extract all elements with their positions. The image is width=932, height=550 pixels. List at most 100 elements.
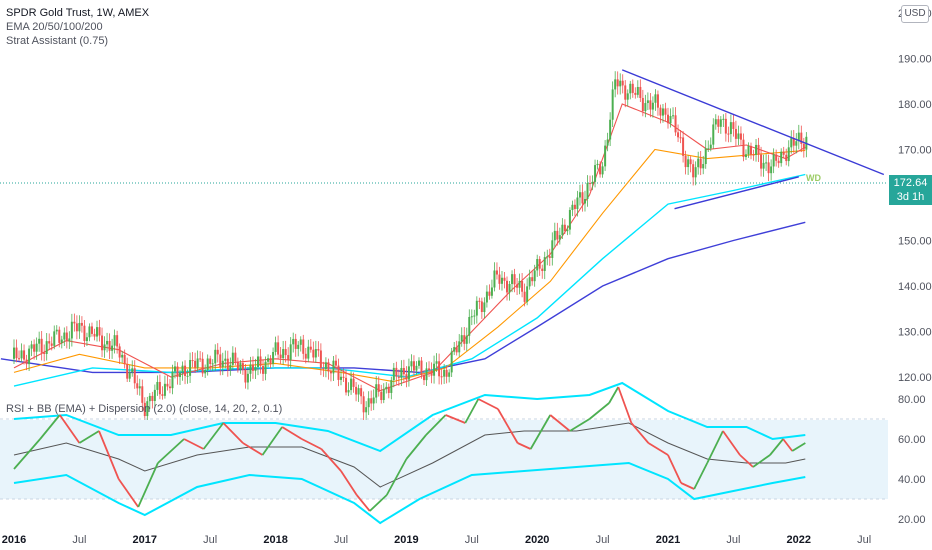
ema-legend[interactable]: EMA 20/50/100/200 xyxy=(6,21,103,33)
price-tick-label: 120.00 xyxy=(898,372,932,384)
time-tick-label: 2017 xyxy=(133,534,157,546)
candle-body xyxy=(448,372,451,377)
candle-body xyxy=(196,358,199,368)
trendline-lower[interactable] xyxy=(674,176,799,210)
candle-body xyxy=(407,366,410,380)
rsi-segment xyxy=(222,422,244,444)
candle-body xyxy=(543,257,546,271)
candle-body xyxy=(470,316,473,318)
candle-body xyxy=(624,85,627,100)
candle-body xyxy=(191,360,194,362)
candle-body xyxy=(244,369,247,383)
candle-body xyxy=(254,367,257,371)
strat-legend[interactable]: Strat Assistant (0.75) xyxy=(6,35,109,47)
candle-body xyxy=(111,345,114,351)
candle-body xyxy=(43,352,46,354)
time-tick-label: 2020 xyxy=(525,534,549,546)
candle-body xyxy=(506,280,509,293)
rsi-segment xyxy=(517,442,532,450)
rsi-legend[interactable]: RSI + BB (EMA) + Dispersion (2.0) (close… xyxy=(6,403,283,415)
candle-body xyxy=(239,363,242,370)
candle-body xyxy=(511,274,514,285)
candle-body xyxy=(113,335,116,346)
candle-body xyxy=(400,367,403,378)
candle-body xyxy=(644,103,647,112)
candle-body xyxy=(58,329,61,343)
rsi-segment xyxy=(667,454,682,484)
candle-body xyxy=(526,286,529,302)
last-price-value: 172.64 xyxy=(893,177,928,189)
candle-body xyxy=(596,163,599,166)
candle-body xyxy=(319,350,322,369)
candle-body xyxy=(126,364,129,379)
rsi-segment xyxy=(13,438,41,470)
candle-body xyxy=(334,360,337,366)
candle-body xyxy=(709,144,712,149)
candle-body xyxy=(692,164,695,178)
candle-body xyxy=(163,383,166,396)
candle-body xyxy=(750,145,753,155)
candle-body xyxy=(682,137,685,156)
candle-body xyxy=(546,256,549,258)
last-price-countdown: 3d 1h xyxy=(896,191,925,203)
time-axis[interactable]: 2016 Jul 2017 Jul 2018 Jul 2019 Jul 2020 Jul 2021 J… xyxy=(2,534,871,546)
rsi-segment xyxy=(445,414,466,424)
candle-body xyxy=(533,270,536,282)
candle-body xyxy=(483,302,486,313)
rsi-axis[interactable]: 20.00 40.00 60.00 80.00 xyxy=(898,394,926,526)
candle-body xyxy=(118,346,121,358)
trendline-upper[interactable] xyxy=(621,69,885,176)
candle-body xyxy=(80,322,83,326)
candle-body xyxy=(558,235,561,240)
time-tick-label: 2016 xyxy=(2,534,26,546)
time-tick-label: Jul xyxy=(334,534,348,546)
candle-body xyxy=(337,365,340,380)
candle-body xyxy=(15,347,18,359)
candle-body xyxy=(573,204,576,209)
candle-body xyxy=(256,356,259,368)
candle-body xyxy=(173,366,176,372)
candle-body xyxy=(619,80,622,87)
candle-body xyxy=(350,378,353,391)
candle-body xyxy=(636,86,639,95)
rsi-segment xyxy=(464,398,480,424)
rsi-segment xyxy=(529,414,552,450)
candle-body xyxy=(664,108,667,115)
candle-body xyxy=(30,344,33,349)
candle-body xyxy=(317,349,320,351)
candle-body xyxy=(28,348,31,365)
rsi-segment xyxy=(569,418,590,432)
candle-body xyxy=(224,358,227,361)
candle-body xyxy=(672,115,675,117)
candle-body xyxy=(249,364,252,374)
last-price-tag: 172.64 3d 1h xyxy=(889,175,932,205)
candle-body xyxy=(355,386,358,395)
candle-body xyxy=(744,154,747,158)
candle-body xyxy=(684,155,687,168)
candle-body xyxy=(772,154,775,167)
rsi-segment xyxy=(630,422,650,444)
candle-body xyxy=(445,369,448,377)
candle-body xyxy=(96,327,99,337)
candle-body xyxy=(289,344,292,360)
candle-body xyxy=(221,360,224,368)
rsi-segment xyxy=(680,482,695,490)
candle-body xyxy=(287,355,290,360)
candle-body xyxy=(757,144,760,155)
symbol-title[interactable]: SPDR Gold Trust, 1W, AMEX xyxy=(6,7,150,19)
candle-body xyxy=(370,398,373,404)
candle-body xyxy=(402,367,405,375)
price-tick-label: 190.00 xyxy=(898,54,932,66)
candle-body xyxy=(589,183,592,185)
candle-body xyxy=(649,100,652,110)
candle-body xyxy=(204,369,207,374)
candle-body xyxy=(128,372,131,379)
candle-body xyxy=(168,386,171,389)
currency-button[interactable]: USD xyxy=(901,5,929,23)
candle-body xyxy=(782,151,785,155)
candle-body xyxy=(495,270,498,275)
candle-body xyxy=(73,321,76,324)
candle-body xyxy=(282,349,285,359)
candle-body xyxy=(362,396,365,413)
